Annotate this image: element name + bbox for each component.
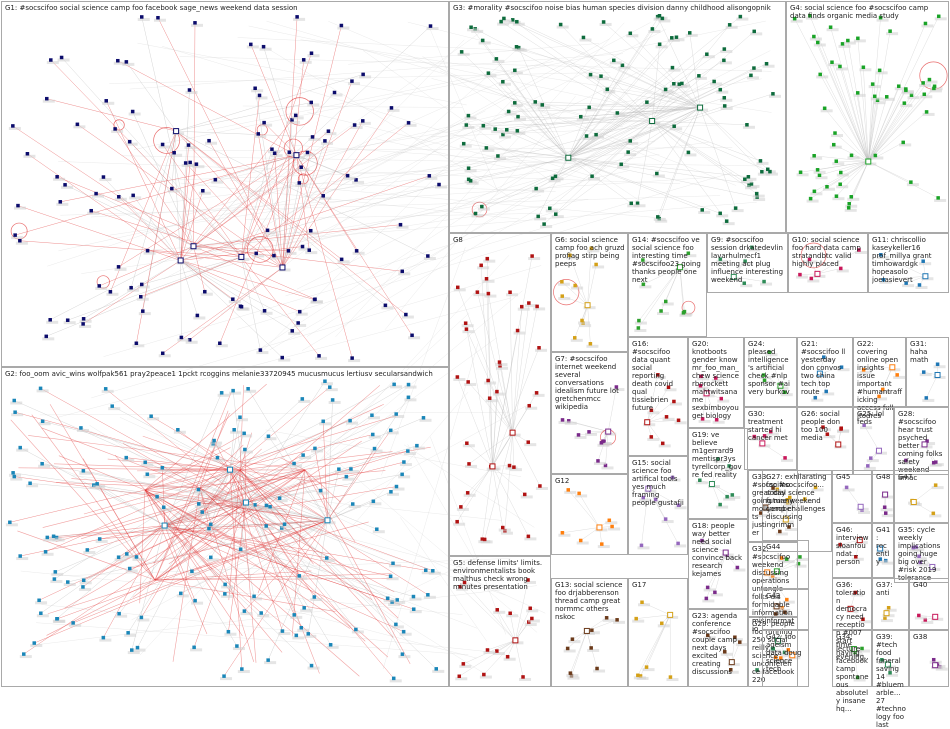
- group-label-g14: G14: #socscifoo ve social science foo in…: [632, 236, 704, 284]
- group-label-g5: G5: defense limits' limits. environmenta…: [453, 559, 548, 591]
- group-box-g39: G39: #tech food funeral saving 14 #bluem…: [872, 630, 909, 687]
- group-label-g24: G24: pleased intelligence 's artificial …: [748, 340, 794, 396]
- group-box-g6: G6: social science camp foo ach gruzd pr…: [551, 233, 628, 352]
- group-box-g43: G43: [762, 589, 809, 630]
- group-box-g23: G23: agenda conference #socscifoo couple…: [688, 609, 748, 687]
- group-label-g8: G8: [453, 236, 548, 244]
- group-box-g44: G44: [762, 540, 809, 589]
- group-box-g3: G3: #morality #socscifoo noise bias huma…: [449, 1, 786, 233]
- group-label-g47: G47: [898, 473, 946, 481]
- group-label-g45: G45: [836, 473, 869, 481]
- group-label-g11: G11: chriscollio kaseykeller16 prof_mill…: [872, 236, 946, 284]
- group-label-g35: G35: cycle weekly implications going hug…: [898, 526, 946, 582]
- group-label-g41: G41: recently: [876, 526, 891, 566]
- group-label-g25: G25: lol feds: [857, 410, 891, 426]
- group-box-g20: G20: knotboots gender know mr_foo_man_ch…: [688, 337, 744, 428]
- group-box-g33: G33: #socscifoo great day going many mol…: [748, 470, 798, 542]
- group-label-g21: G21: #socscifoo ll yesterday don convos …: [801, 340, 850, 396]
- group-box-g1: G1: #socscifoo social science camp foo f…: [1, 1, 449, 367]
- group-box-g21: G21: #socscifoo ll yesterday don convos …: [797, 337, 853, 407]
- group-boxes-layer: G1: #socscifoo social science camp foo f…: [0, 0, 950, 688]
- group-label-g38: G38: [913, 633, 946, 641]
- group-label-g20: G20: knotboots gender know mr_foo_man_ch…: [692, 340, 741, 420]
- group-box-g47: G47: [894, 470, 949, 523]
- group-box-g26: G26: social people don too 100 media: [797, 407, 853, 475]
- group-box-g40: G40: [909, 578, 949, 630]
- group-box-g22: G22: covering online open insights issue…: [853, 337, 906, 407]
- group-box-g25: G25: lol feds: [853, 407, 894, 475]
- group-box-g31: G31: haha math: [906, 337, 949, 407]
- group-box-g35: G35: cycle weekly implications going hug…: [894, 523, 949, 583]
- group-box-g14: G14: #socscifoo ve social science foo in…: [628, 233, 707, 337]
- group-box-g42: G42: foo ageism data doug science tech: [762, 630, 809, 687]
- group-label-g17: G17: [632, 581, 685, 589]
- group-box-g46: G46: interview sloanfoundat... person: [832, 523, 872, 578]
- group-label-g3: G3: #morality #socscifoo noise bias huma…: [453, 4, 783, 12]
- group-label-g23: G23: agenda conference #socscifoo couple…: [692, 612, 745, 676]
- group-box-g10: G10: social science foo hard data camp s…: [788, 233, 868, 293]
- group-box-g8: G8: [449, 233, 551, 556]
- group-label-g13: G13: social science foo drjabberenson th…: [555, 581, 625, 621]
- group-box-g38: G38: [909, 630, 949, 687]
- group-label-g1: G1: #socscifoo social science camp foo f…: [5, 4, 446, 12]
- group-box-g41: G41: recently: [872, 523, 894, 578]
- group-box-g30: G30: treatment started hi cancer met: [744, 407, 797, 470]
- group-box-g45: G45: [832, 470, 872, 523]
- group-box-g18: G18: people way better need social scien…: [688, 519, 748, 609]
- group-label-g2: G2: foo_oom avic_wins wolfpak561 pray2pe…: [5, 370, 446, 378]
- group-label-g16: G16: #socscifoo data quant social report…: [632, 340, 685, 412]
- group-label-g37: G37: anti: [876, 581, 906, 597]
- group-box-g28: G28: #socscifoo hear trust psyched bette…: [894, 407, 949, 475]
- group-label-g10: G10: social science foo hard data camp s…: [792, 236, 865, 268]
- group-box-g16: G16: #socscifoo data quant social report…: [628, 337, 688, 456]
- group-box-g19: G19: ve believe m1gerrard9 mentispr3ys t…: [688, 428, 748, 519]
- group-label-g36: G36: toleration democracy need reception…: [836, 581, 869, 669]
- group-label-g40: G40: [913, 581, 946, 589]
- group-box-g17: G17: [628, 578, 688, 687]
- group-box-g37: G37: anti: [872, 578, 909, 630]
- group-label-g26: G26: social people don too 100 media: [801, 410, 850, 442]
- group-label-g46: G46: interview sloanfoundat... person: [836, 526, 869, 566]
- group-label-g30: G30: treatment started hi cancer met: [748, 410, 794, 442]
- group-label-g9: G9: #socscifoo session drkatedevlin lava…: [711, 236, 785, 284]
- group-label-g15: G15: social science foo artifical tools …: [632, 459, 685, 507]
- group-label-g18: G18: people way better need social scien…: [692, 522, 745, 578]
- group-label-g42: G42: foo ageism data doug science tech: [766, 633, 806, 673]
- group-label-g33: G33: #socscifoo great day going many mol…: [752, 473, 795, 537]
- group-box-g36: G36: toleration democracy need reception…: [832, 578, 872, 630]
- group-label-g44: G44: [766, 543, 806, 551]
- group-label-g4: G4: social science foo #socscifoo camp d…: [790, 4, 946, 20]
- group-box-g13: G13: social science foo drjabberenson th…: [551, 578, 628, 687]
- group-box-g5: G5: defense limits' limits. environmenta…: [449, 556, 551, 687]
- group-label-g31: G31: haha math: [910, 340, 946, 364]
- group-box-g12: G12: [551, 474, 628, 555]
- group-label-g12: G12: [555, 477, 625, 485]
- group-box-g9: G9: #socscifoo session drkatedevlin lava…: [707, 233, 788, 293]
- group-box-g2: G2: foo_oom avic_wins wolfpak561 pray2pe…: [1, 367, 449, 687]
- group-label-g6: G6: social science camp foo ach gruzd pr…: [555, 236, 625, 268]
- group-label-g7: G7: #socscifoo internet weekend several …: [555, 355, 625, 411]
- group-box-g24: G24: pleased intelligence 's artificial …: [744, 337, 797, 407]
- group-label-g39: G39: #tech food funeral saving 14 #bluem…: [876, 633, 906, 729]
- group-box-g11: G11: chriscollio kaseykeller16 prof_mill…: [868, 233, 949, 293]
- group-label-g19: G19: ve believe m1gerrard9 mentispr3ys t…: [692, 431, 745, 479]
- group-box-g4: G4: social science foo #socscifoo camp d…: [786, 1, 949, 233]
- group-label-g43: G43: [766, 592, 806, 600]
- group-box-g15: G15: social science foo artifical tools …: [628, 456, 688, 555]
- group-box-g7: G7: #socscifoo internet weekend several …: [551, 352, 628, 474]
- group-label-g48: G48: [876, 473, 891, 481]
- group-box-g48: G48: [872, 470, 894, 523]
